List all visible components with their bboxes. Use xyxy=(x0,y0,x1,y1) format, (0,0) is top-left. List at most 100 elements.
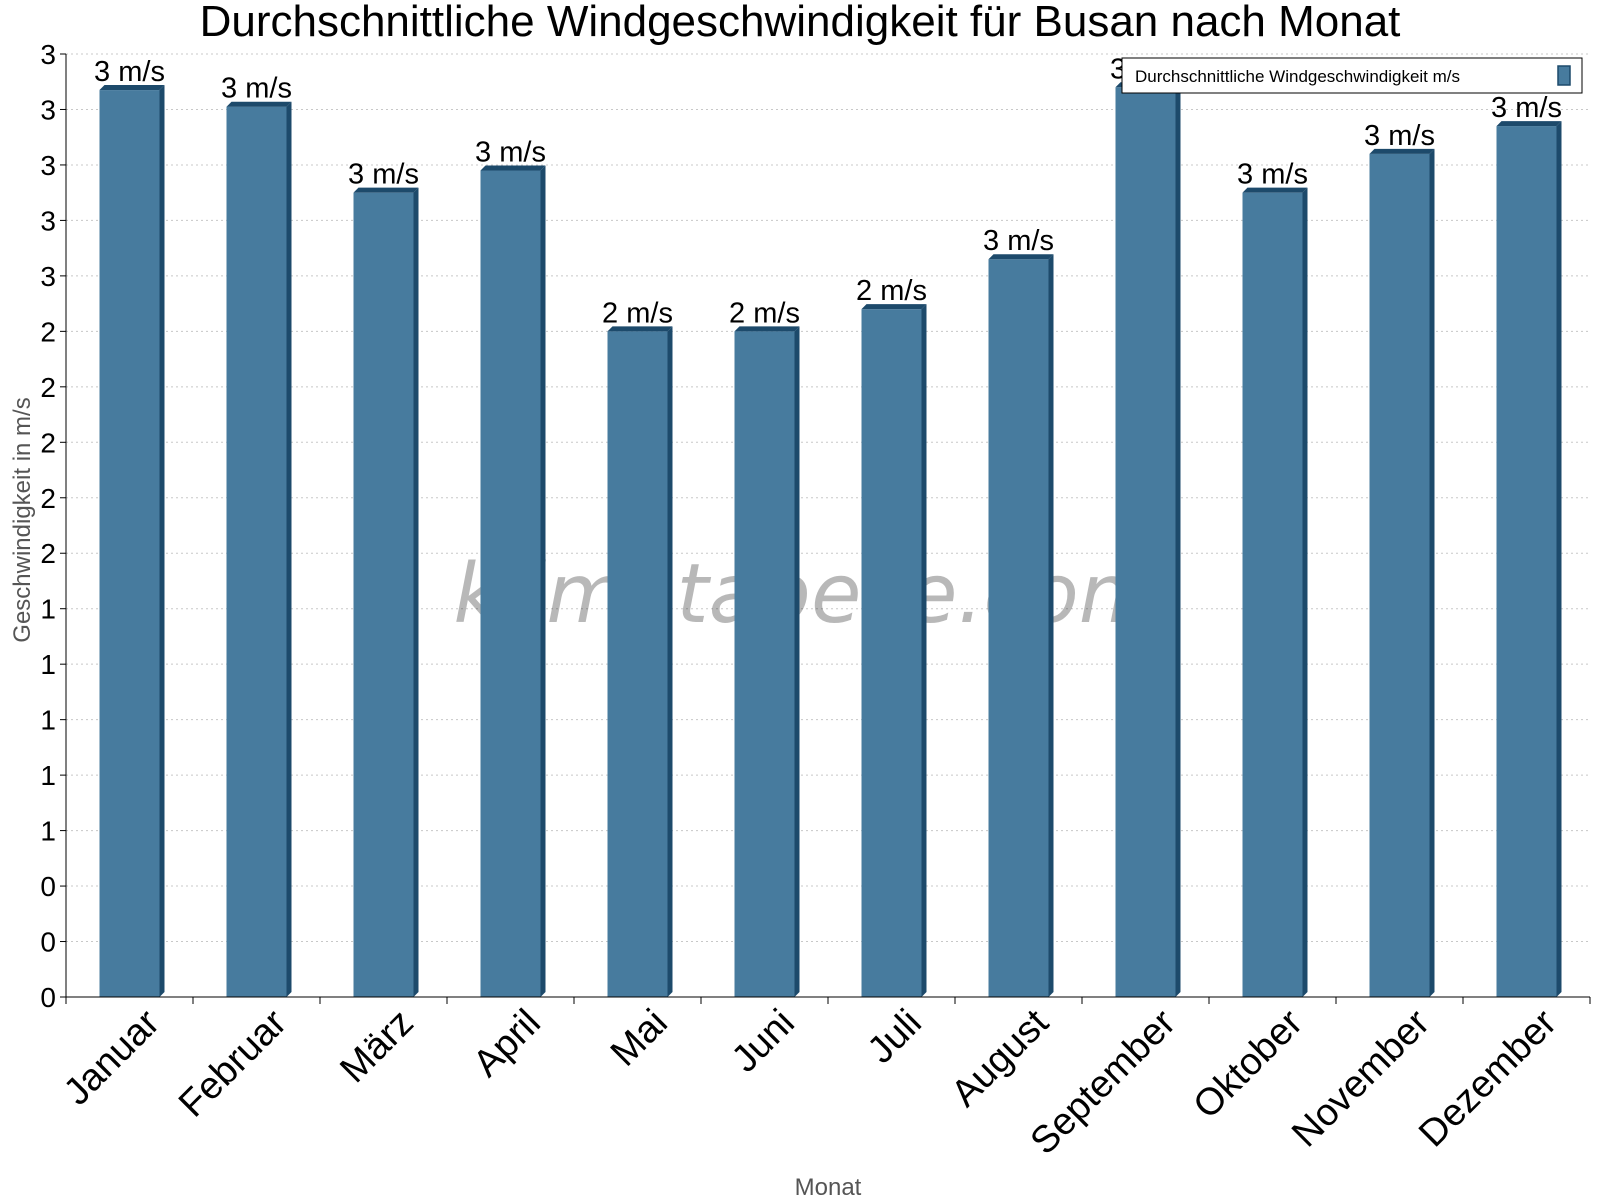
bar-front xyxy=(988,259,1049,997)
bar-value-label: 3 m/s xyxy=(983,225,1054,257)
bar-value-label: 3 m/s xyxy=(475,136,546,168)
bar-12 xyxy=(1496,121,1562,998)
bars xyxy=(99,82,1562,998)
bar-front xyxy=(226,106,287,997)
bar-value-label: 3 m/s xyxy=(1364,120,1435,152)
bar-2 xyxy=(226,101,292,997)
x-tick-label: Mai xyxy=(603,1002,676,1075)
y-tick-labels: 0 0 0 1 1 1 1 1 2 2 2 2 2 3 3 3 3 3 xyxy=(40,39,56,1013)
y-tick-label: 2 xyxy=(40,538,56,569)
y-tick-label: 3 xyxy=(40,39,56,70)
y-tick-label: 3 xyxy=(40,94,56,125)
x-tick-label: April xyxy=(465,1002,548,1085)
bar-front xyxy=(861,309,922,998)
bar-10 xyxy=(1242,187,1308,998)
bar-top xyxy=(99,85,165,91)
bar-6 xyxy=(734,326,800,998)
y-tick-label: 1 xyxy=(40,594,56,625)
bar-top xyxy=(1496,121,1562,127)
bar-value-label: 3 m/s xyxy=(221,73,292,105)
bar-front xyxy=(99,90,160,997)
x-tick-label: August xyxy=(944,1001,1058,1115)
y-tick-label: 0 xyxy=(40,982,56,1013)
bar-side xyxy=(1302,187,1308,998)
bar-value-label: 3 m/s xyxy=(348,159,419,191)
bar-9 xyxy=(1115,82,1181,998)
bar-top xyxy=(734,326,800,332)
chart-title: Durchschnittliche Windgeschwindigkeit fü… xyxy=(200,0,1401,46)
bar-front xyxy=(1369,153,1430,998)
y-tick-label: 0 xyxy=(40,871,56,902)
legend-label: Durchschnittliche Windgeschwindigkeit m/… xyxy=(1135,67,1460,86)
y-tick-label: 1 xyxy=(40,760,56,791)
bar-side xyxy=(921,304,927,998)
bar-value-labels: 3 m/s 3 m/s 3 m/s 3 m/s 2 m/s 2 m/s 2 m/s 3 m/s… xyxy=(94,53,1562,329)
legend-box xyxy=(1121,57,1583,94)
legend-swatch xyxy=(1557,65,1571,86)
bar-top xyxy=(1242,187,1308,193)
bar-side xyxy=(1175,82,1181,998)
x-tick-label: Juli xyxy=(860,1002,930,1072)
y-tick-label: 3 xyxy=(40,261,56,292)
bar-side xyxy=(286,101,292,997)
bar-side xyxy=(794,326,800,998)
bar-front xyxy=(1115,87,1176,998)
bar-top xyxy=(1369,148,1435,154)
bar-front xyxy=(353,192,414,998)
y-tick-label: 1 xyxy=(40,816,56,847)
bar-side xyxy=(667,326,673,998)
bar-1 xyxy=(99,85,165,997)
bar-4 xyxy=(480,165,546,998)
bar-front xyxy=(1242,192,1303,998)
bar-side xyxy=(540,165,546,998)
bar-side xyxy=(159,85,165,997)
bar-value-label: 2 m/s xyxy=(729,297,800,329)
x-tick-label: März xyxy=(332,1002,421,1091)
bar-value-label: 3 m/s xyxy=(1491,92,1562,124)
bar-7 xyxy=(861,304,927,998)
x-tick-label: Januar xyxy=(56,1001,168,1113)
axes xyxy=(60,53,1591,1004)
y-axis-label: Geschwindigkeit in m/s xyxy=(9,397,36,642)
x-axis-label: Monat xyxy=(795,1174,862,1200)
y-tick-label: 1 xyxy=(40,705,56,736)
x-tick-label: Juni xyxy=(724,1002,803,1081)
y-tick-label: 2 xyxy=(40,427,56,458)
grid-lines xyxy=(66,53,1590,943)
bar-front xyxy=(480,170,541,998)
bar-top xyxy=(480,165,546,171)
x-tick-label: Oktober xyxy=(1186,1001,1312,1127)
y-tick-label: 3 xyxy=(40,205,56,236)
y-tick-label: 0 xyxy=(40,927,56,958)
bar-front xyxy=(1496,126,1557,998)
bar-side xyxy=(1556,121,1562,998)
bar-top xyxy=(988,254,1054,260)
bar-3 xyxy=(353,187,419,998)
bar-value-label: 3 m/s xyxy=(1237,159,1308,191)
x-tick-label: Dezember xyxy=(1411,1001,1565,1155)
bar-11 xyxy=(1369,148,1435,998)
bar-5 xyxy=(607,326,673,998)
bar-side xyxy=(413,187,419,998)
bar-side xyxy=(1429,148,1435,998)
y-tick-label: 3 xyxy=(40,150,56,181)
x-tick-labels: Januar Februar März April Mai Juni Juli AugustS… xyxy=(56,1001,1565,1162)
bar-top xyxy=(226,101,292,107)
y-tick-label: 2 xyxy=(40,372,56,403)
bar-top xyxy=(353,187,419,193)
bar-top xyxy=(861,304,927,310)
y-tick-label: 2 xyxy=(40,483,56,514)
bar-side xyxy=(1048,254,1054,997)
legend: Durchschnittliche Windgeschwindigkeit m/… xyxy=(1121,57,1583,94)
x-tick-label: Februar xyxy=(171,1001,295,1125)
bar-front xyxy=(734,331,795,998)
bar-8 xyxy=(988,254,1054,997)
bar-value-label: 3 m/s xyxy=(94,56,165,88)
x-tick-label: November xyxy=(1284,1001,1438,1155)
bar-value-label: 2 m/s xyxy=(602,297,673,329)
bar-front xyxy=(607,331,668,998)
bar-value-label: 2 m/s xyxy=(856,275,927,307)
y-tick-label: 2 xyxy=(40,316,56,347)
y-tick-label: 1 xyxy=(40,649,56,680)
